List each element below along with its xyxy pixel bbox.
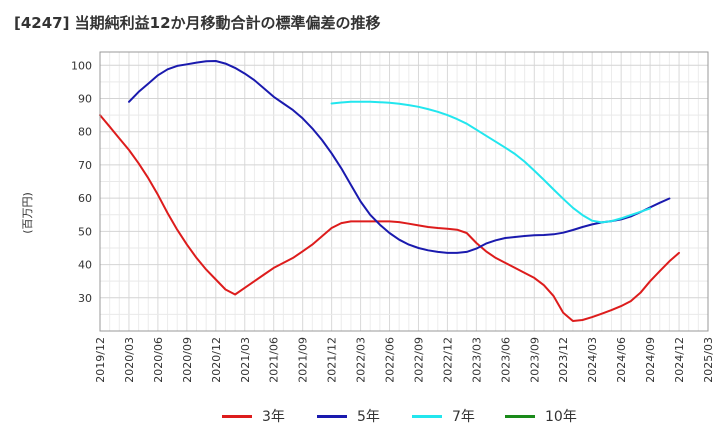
x-tick-label: 2023/03 <box>470 337 483 383</box>
legend-item-7y: 7年 <box>412 404 475 428</box>
x-tick-label: 2022/03 <box>355 337 368 383</box>
chart-title: [4247] 当期純利益12か月移動合計の標準偏差の推移 <box>14 14 381 32</box>
y-tick-label: 100 <box>71 59 92 72</box>
legend-label-3y: 3年 <box>262 409 285 425</box>
y-tick-label: 40 <box>78 259 92 272</box>
y-tick-label: 50 <box>78 225 92 238</box>
legend-swatch-5y <box>317 414 347 418</box>
y-tick-label: 60 <box>78 192 92 205</box>
x-tick-labels: 2019/12 2020/03 2020/06 2020/09 2020/12 2021/… <box>94 337 715 383</box>
legend: 3年 5年 7年 10年 <box>0 404 720 428</box>
y-tick-labels: 30 40 50 60 70 80 90 100 <box>71 59 92 305</box>
grid-lines <box>99 52 709 332</box>
legend-item-10y: 10年 <box>505 404 577 428</box>
x-tick-label: 2022/06 <box>384 337 397 383</box>
x-tick-label: 2023/09 <box>528 337 541 383</box>
legend-swatch-3y <box>222 414 252 418</box>
y-tick-label: 70 <box>78 159 92 172</box>
x-tick-label: 2024/03 <box>586 337 599 383</box>
legend-swatch-10y <box>505 414 535 418</box>
x-tick-label: 2024/06 <box>615 337 628 383</box>
x-tick-label: 2021/12 <box>326 337 339 383</box>
x-tick-label: 2020/06 <box>152 337 165 383</box>
x-tick-label: 2019/12 <box>94 337 107 383</box>
y-tick-label: 90 <box>78 93 92 106</box>
x-tick-label: 2022/09 <box>412 337 425 383</box>
x-tick-label: 2020/09 <box>181 337 194 383</box>
series-line-1 <box>128 60 671 254</box>
x-tick-label: 2021/03 <box>239 337 252 383</box>
x-tick-label: 2024/12 <box>673 337 686 383</box>
series-line-2 <box>330 100 652 224</box>
legend-label-5y: 5年 <box>357 409 380 425</box>
plot-frame <box>99 51 709 332</box>
x-tick-label: 2021/09 <box>297 337 310 383</box>
x-tick-label: 2025/03 <box>702 337 715 383</box>
x-tick-label: 2023/12 <box>557 337 570 383</box>
legend-label-10y: 10年 <box>545 409 577 425</box>
x-tick-label: 2021/06 <box>268 337 281 383</box>
series-lines <box>99 60 680 322</box>
x-tick-label: 2023/06 <box>499 337 512 383</box>
legend-label-7y: 7年 <box>452 409 475 425</box>
x-tick-label: 2020/12 <box>210 337 223 383</box>
y-tick-label: 30 <box>78 292 92 305</box>
x-tick-label: 2020/03 <box>123 337 136 383</box>
x-tick-label: 2022/12 <box>441 337 454 383</box>
legend-item-3y: 3年 <box>222 404 285 428</box>
x-tick-label: 2024/09 <box>644 337 657 383</box>
legend-swatch-7y <box>412 414 442 418</box>
legend-item-5y: 5年 <box>317 404 380 428</box>
series-line-0 <box>99 114 680 322</box>
y-tick-label: 80 <box>78 126 92 139</box>
